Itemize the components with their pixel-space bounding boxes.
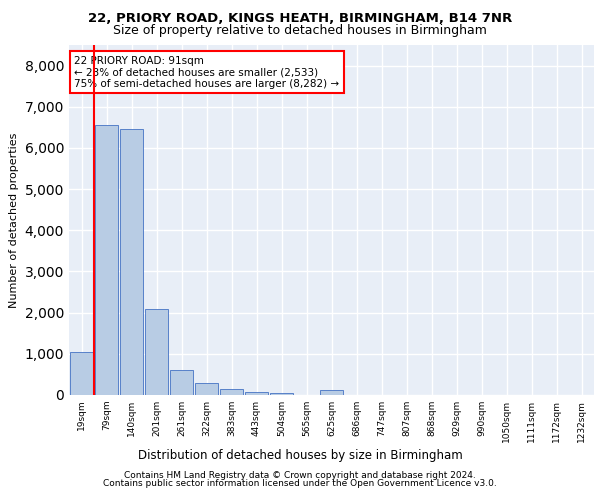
Bar (220, 389, 243, 395)
Text: Contains public sector information licensed under the Open Government Licence v3: Contains public sector information licen… (103, 479, 497, 488)
Text: 22 PRIORY ROAD: 91sqm
← 23% of detached houses are smaller (2,533)
75% of semi-d: 22 PRIORY ROAD: 91sqm ← 23% of detached … (74, 56, 340, 88)
Bar (170, 370, 193, 395)
Bar (270, 393, 293, 395)
Text: Size of property relative to detached houses in Birmingham: Size of property relative to detached ho… (113, 24, 487, 37)
Bar (320, 390, 343, 395)
Bar (70, 352, 93, 395)
Bar (120, 130, 143, 395)
Bar (95, 126, 118, 395)
Y-axis label: Number of detached properties: Number of detached properties (9, 132, 19, 308)
Text: 22, PRIORY ROAD, KINGS HEATH, BIRMINGHAM, B14 7NR: 22, PRIORY ROAD, KINGS HEATH, BIRMINGHAM… (88, 12, 512, 26)
Text: Contains HM Land Registry data © Crown copyright and database right 2024.: Contains HM Land Registry data © Crown c… (124, 471, 476, 480)
Text: Distribution of detached houses by size in Birmingham: Distribution of detached houses by size … (137, 450, 463, 462)
Bar (145, 308, 168, 395)
Bar (195, 382, 218, 395)
Bar (245, 392, 268, 395)
